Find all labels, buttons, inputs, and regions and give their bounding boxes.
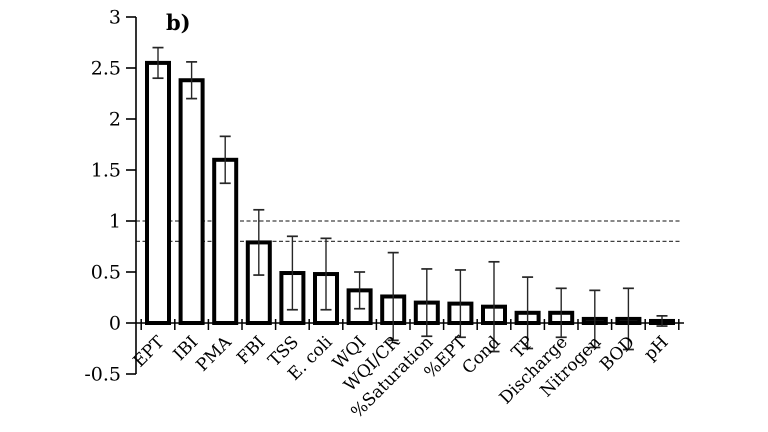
category-label: FBI <box>233 332 269 368</box>
y-axis-tick-label: 0.5 <box>91 262 121 284</box>
y-axis-tick-label: -0.5 <box>84 364 121 386</box>
y-axis-tick-label: 3 <box>109 7 121 29</box>
category-label: Cond <box>459 332 505 378</box>
y-axis-tick-label: 1.5 <box>91 160 121 182</box>
bar <box>145 60 171 326</box>
y-axis-tick-label: 2.5 <box>91 58 121 80</box>
bar <box>212 157 239 325</box>
y-axis-tick-label: 0 <box>109 313 121 335</box>
y-axis-tick-label: 2 <box>109 109 121 131</box>
category-label: PMA <box>193 332 237 376</box>
y-axis-tick-label: 1 <box>109 211 121 233</box>
category-label: BOD <box>596 332 639 375</box>
panel-title: b) <box>166 10 191 35</box>
category-label: pH <box>640 332 672 364</box>
bar <box>178 78 205 325</box>
